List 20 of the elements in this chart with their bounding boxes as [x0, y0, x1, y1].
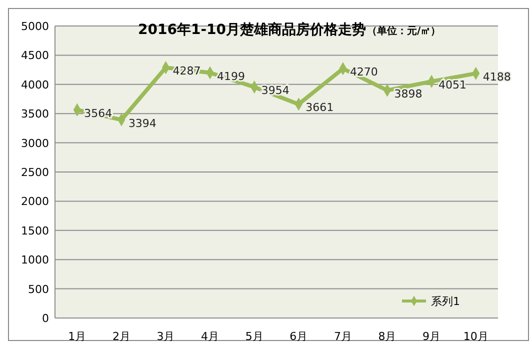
y-tick-label: 2500 [21, 166, 49, 179]
y-tick-label: 2000 [21, 195, 49, 208]
data-label: 3661 [306, 101, 334, 114]
y-tick-label: 500 [28, 282, 49, 296]
data-label: 3394 [128, 116, 156, 130]
y-tick-label: 3500 [21, 108, 49, 121]
y-tick-label: 5000 [21, 20, 49, 33]
y-tick-label: 0 [42, 312, 49, 325]
y-tick-label: 1500 [21, 224, 49, 238]
y-tick-label: 4500 [21, 49, 49, 62]
chart-title: 2016年1-10月楚雄商品房价格走势 [138, 21, 366, 38]
y-tick-label: 1000 [21, 254, 49, 267]
chart-subtitle: （单位：元/㎡） [367, 25, 441, 37]
legend-label: 系列1 [431, 295, 460, 308]
data-label: 4051 [438, 78, 467, 92]
y-tick-label: 4000 [21, 78, 49, 92]
data-label: 4188 [482, 70, 511, 84]
data-label: 4270 [350, 66, 378, 79]
data-label: 3898 [394, 87, 422, 100]
y-tick-label: 3000 [21, 136, 49, 150]
